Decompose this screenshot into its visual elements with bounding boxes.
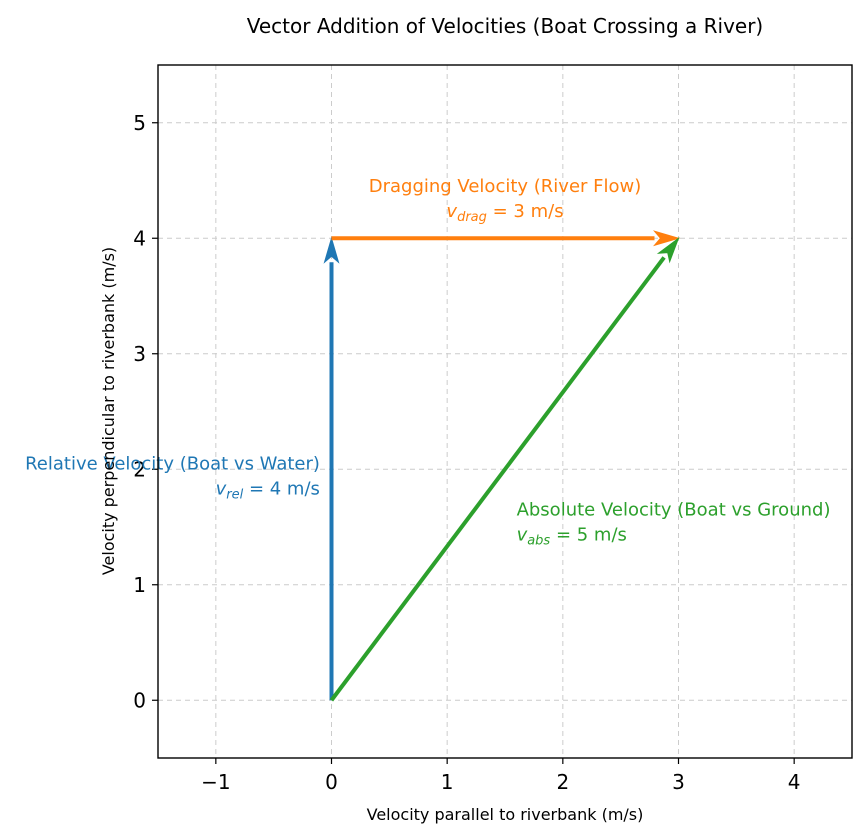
vector-abs-label: Absolute Velocity (Boat vs Ground) vabs =… [517,499,831,548]
vector-drag-label: Dragging Velocity (River Flow) vdrag = 3 … [369,176,642,225]
y-tick-label: 5 [133,111,146,135]
plot-frame [157,64,853,759]
vector-subscript: drag [457,210,487,225]
y-tick-label: 4 [133,226,146,250]
vector-symbol: v [517,524,528,545]
vector-rel-label: Relative Velocity (Boat vs Water) vrel = … [25,453,320,502]
x-tick-label: 4 [788,770,801,794]
vector-abs-value: vabs = 5 m/s [517,524,627,548]
vector-rel-arrowhead [323,236,340,264]
vector-subscript: rel [226,487,243,502]
vector-drag-value: vdrag = 3 m/s [446,201,563,225]
vector-rel-name: Relative Velocity (Boat vs Water) [25,453,320,474]
vector-abs-shaft [329,256,666,702]
vector-drag-name: Dragging Velocity (River Flow) [369,176,642,197]
y-tick-label: 0 [133,688,146,712]
vector-magnitude: = 5 m/s [550,524,627,545]
y-axis-label: Velocity perpendicular to riverbank (m/s… [99,247,118,575]
y-tick-label: 3 [133,342,146,366]
x-tick-label: 2 [556,770,569,794]
vector-symbol: v [446,201,457,222]
x-tick-label: −1 [201,770,230,794]
vector-rel-value: vrel = 4 m/s [216,478,320,502]
vector-abs-arrowhead [656,236,680,264]
x-tick-label: 0 [325,770,338,794]
x-axis-label: Velocity parallel to riverbank (m/s) [367,805,644,824]
x-tick-label: 1 [441,770,454,794]
vector-drag-arrowhead [653,230,681,247]
vector-magnitude: = 4 m/s [243,478,320,499]
vector-magnitude: = 3 m/s [487,201,564,222]
chart-title: Vector Addition of Velocities (Boat Cros… [247,14,763,38]
x-tick-label: 3 [672,770,685,794]
vector-symbol: v [216,478,227,499]
y-tick-label: 1 [133,573,146,597]
y-tick-label: 2 [133,457,146,481]
vector-abs-name: Absolute Velocity (Boat vs Ground) [517,499,831,520]
vector-subscript: abs [527,533,550,548]
